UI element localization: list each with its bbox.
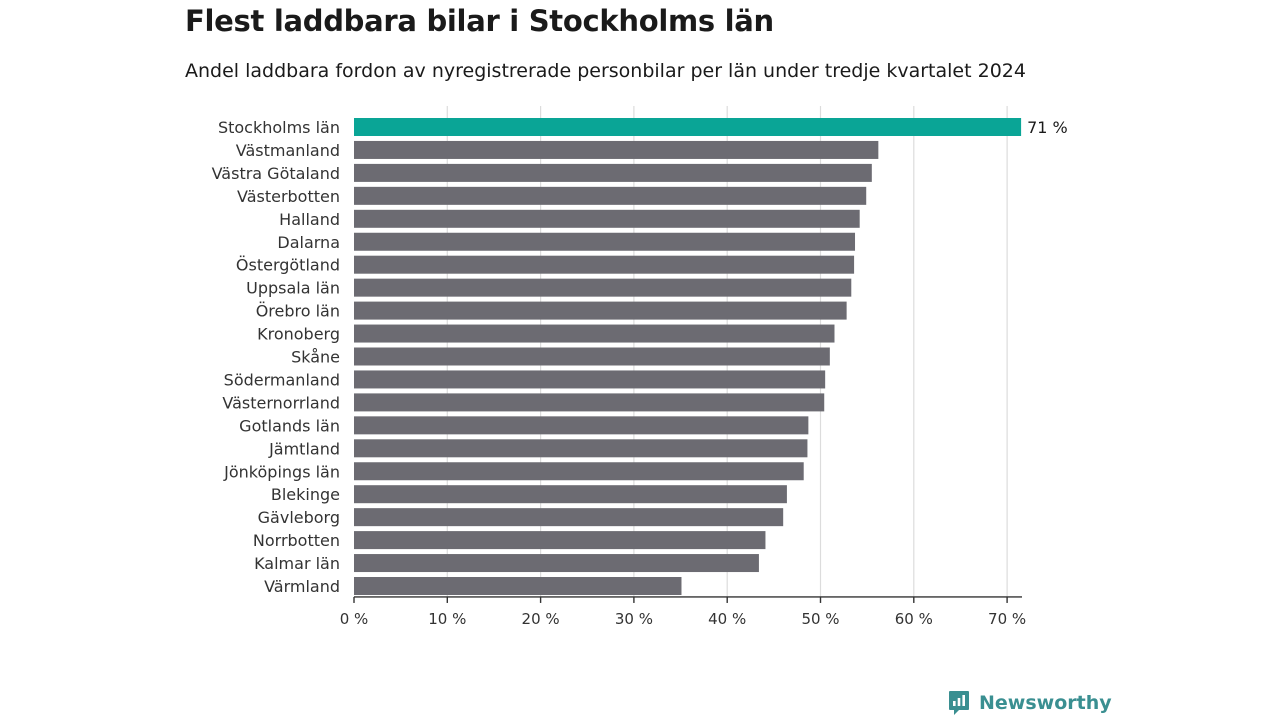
- bar-20: [354, 577, 682, 595]
- bar-3: [354, 186, 867, 205]
- x-tick-label: 0 %: [340, 610, 369, 628]
- bar-15: [354, 462, 804, 481]
- bars: [354, 118, 1022, 595]
- category-label: Kalmar län: [254, 554, 340, 573]
- category-label: Västernorrland: [222, 393, 340, 412]
- category-label: Västmanland: [236, 141, 340, 160]
- x-tick-label: 40 %: [708, 610, 746, 628]
- category-label: Gävleborg: [258, 508, 340, 527]
- annotations: 71 %: [1027, 118, 1068, 137]
- data-label: 71 %: [1027, 118, 1068, 137]
- newsworthy-logo-icon: [949, 691, 969, 715]
- bar-12: [354, 393, 825, 412]
- bar-18: [354, 531, 766, 550]
- category-label: Örebro län: [256, 302, 340, 321]
- bar-0: [354, 118, 1022, 136]
- category-label: Stockholms län: [218, 118, 340, 137]
- category-label: Dalarna: [277, 233, 340, 252]
- category-label: Jämtland: [268, 439, 340, 458]
- category-label: Jönköpings län: [223, 462, 340, 481]
- bar-1: [354, 140, 879, 159]
- x-tick-label: 70 %: [988, 610, 1026, 628]
- x-tick-label: 10 %: [428, 610, 466, 628]
- category-label: Halland: [279, 210, 340, 229]
- bar-9: [354, 324, 835, 343]
- bar-5: [354, 232, 856, 251]
- category-label: Kronoberg: [257, 325, 340, 344]
- x-tick-label: 60 %: [895, 610, 933, 628]
- category-label: Södermanland: [224, 370, 340, 389]
- chart-subtitle: Andel laddbara fordon av nyregistrerade …: [185, 60, 1026, 82]
- category-label: Västra Götaland: [212, 164, 340, 183]
- bar-10: [354, 347, 830, 366]
- bar-6: [354, 255, 855, 274]
- category-label: Östergötland: [236, 256, 340, 275]
- bar-7: [354, 278, 852, 297]
- category-label: Blekinge: [271, 485, 340, 504]
- bar-14: [354, 439, 808, 458]
- bar-11: [354, 370, 826, 389]
- category-label: Värmland: [264, 577, 340, 596]
- x-tick-label: 20 %: [522, 610, 560, 628]
- bar-19: [354, 554, 759, 573]
- category-label: Uppsala län: [246, 279, 340, 298]
- category-label: Norrbotten: [253, 531, 340, 550]
- brand-logo: Newsworthy: [948, 690, 1112, 716]
- brand-name: Newsworthy: [979, 692, 1112, 714]
- bar-17: [354, 508, 784, 527]
- category-labels: Stockholms län Västmanland Västra Götaland…: [212, 118, 340, 596]
- bar-4: [354, 209, 860, 228]
- bar-chart: Stockholms län Västmanland Västra Götaland…: [212, 106, 1068, 628]
- bar-8: [354, 301, 847, 320]
- bar-13: [354, 416, 809, 435]
- category-label: Skåne: [291, 348, 340, 367]
- x-axis: 0 % 10 % 20 % 30 % 40 % 50 % 60 % 70 %: [340, 596, 1026, 628]
- x-tick-label: 30 %: [615, 610, 653, 628]
- category-label: Gotlands län: [239, 416, 340, 435]
- bar-16: [354, 485, 787, 504]
- chart-title: Flest laddbara bilar i Stockholms län: [185, 4, 774, 38]
- bar-2: [354, 163, 872, 182]
- x-tick-label: 50 %: [801, 610, 839, 628]
- category-label: Västerbotten: [237, 187, 340, 206]
